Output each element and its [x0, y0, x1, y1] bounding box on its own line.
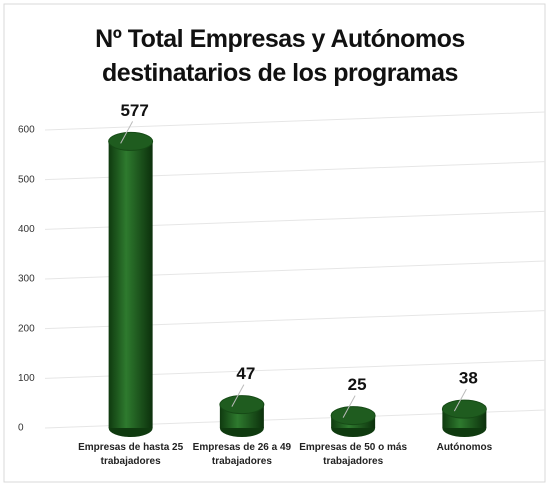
y-tick-label: 200: [18, 323, 35, 334]
y-tick-label: 500: [18, 174, 35, 185]
leader-line: [342, 395, 356, 418]
x-tick-label: Empresas de 26 a 49 trabajadores: [192, 442, 292, 467]
data-label: 577: [120, 101, 148, 120]
y-tick-label: 400: [18, 224, 35, 235]
bar-top: [441, 399, 487, 419]
leader-line: [231, 384, 245, 407]
grid-line: [44, 111, 546, 131]
data-label: 47: [236, 364, 255, 383]
data-label: 38: [459, 369, 478, 388]
bar-top: [330, 406, 376, 426]
x-tick-label: Autónomos: [436, 442, 493, 453]
chart-title: Nº Total Empresas y Autónomos destinatar…: [95, 25, 465, 87]
bar-top: [219, 395, 265, 415]
x-tick-label: Empresas de 50 o más trabajadores: [299, 442, 408, 467]
y-tick-label: 300: [18, 274, 35, 285]
bar: [108, 141, 153, 428]
leader-line: [120, 121, 134, 144]
leader-line: [453, 388, 467, 412]
data-label: 25: [348, 375, 367, 394]
y-tick-label: 0: [18, 423, 24, 434]
bar-top: [108, 131, 154, 151]
y-tick-label: 600: [18, 125, 35, 136]
x-tick-label: Empresas de hasta 25 trabajadores: [78, 442, 184, 467]
chart-border: [3, 3, 546, 483]
y-tick-label: 100: [18, 373, 35, 384]
